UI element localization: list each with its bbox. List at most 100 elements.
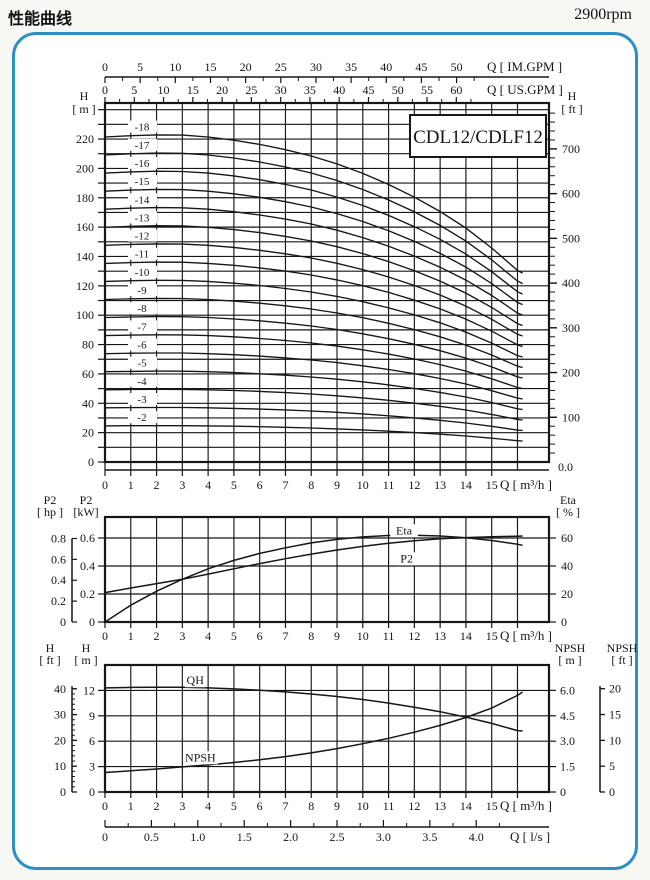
power-x-tick-label: 9: [334, 629, 340, 643]
stage-label: -12: [135, 231, 150, 243]
npsh-curve: [104, 691, 524, 774]
curve-label-qh: QH: [187, 673, 205, 687]
p2-kw-tick-label: 0.4: [80, 559, 95, 573]
curve-label-p2: P2: [400, 551, 413, 565]
curve-label-eta-bg: [390, 524, 418, 538]
im-axis-label: Q [ IM.GPM ]: [487, 59, 562, 74]
qh-x-tick-label: 8: [308, 799, 314, 813]
h-ft2-tick-label: 10: [54, 759, 66, 773]
us-tick-label: 30: [275, 83, 287, 97]
im-tick-label: 40: [380, 60, 392, 74]
stage-label: -16: [135, 158, 150, 170]
qh-x-tick-label: 1: [128, 799, 134, 813]
npsh-ft-tick-label: 10: [609, 733, 621, 747]
us-tick-label: 55: [421, 83, 433, 97]
h-m-tick-label: 140: [76, 249, 94, 263]
qh-x-tick-label: 6: [257, 799, 263, 813]
curve-label-npsh: NPSH: [185, 750, 216, 764]
stage-label-bg: [128, 320, 157, 333]
head-x-tick-label: 10: [357, 478, 369, 492]
p2-hp-tick-label: 0.6: [51, 552, 66, 566]
ls-tick-label: 3.0: [376, 830, 391, 844]
p2-curve: [104, 535, 523, 594]
us-tick-label: 50: [392, 83, 404, 97]
h-m2-tick-label: 0: [89, 785, 95, 799]
im-tick-label: 25: [275, 60, 287, 74]
power-x-tick-label: 15: [486, 629, 498, 643]
npsh-m-tick-label: 1.5: [560, 760, 575, 774]
chart-panel: [12, 32, 638, 870]
head-x-tick-label: 6: [257, 478, 263, 492]
head-x-tick-label: 9: [334, 478, 340, 492]
power-x-tick-label: 11: [383, 629, 395, 643]
stage-label-bg: [128, 265, 157, 278]
h-ft2-axis-header: H: [46, 641, 55, 655]
npsh-ft-axis-header: [ ft ]: [611, 653, 632, 667]
power-x-tick-label: 7: [282, 629, 288, 643]
curve-label-qh-bg: [185, 674, 206, 688]
qh-x-tick-label: 13: [434, 799, 446, 813]
p2-kw-axis-header: P2: [80, 493, 93, 507]
im-tick-label: 20: [240, 60, 252, 74]
power-x-tick-label: 10: [357, 629, 369, 643]
head-curve-10: [104, 279, 523, 358]
h-ft2-tick-label: 30: [54, 708, 66, 722]
npsh-ft-tick-label: 20: [609, 682, 621, 696]
qh-chart-frame: [103, 663, 551, 794]
stage-label-bg: [128, 120, 157, 133]
curve-label-npsh-bg: [182, 751, 218, 765]
head-curve-12: [104, 243, 523, 337]
head-x-tick-label: 11: [383, 478, 395, 492]
ls-tick-label: 3.5: [422, 830, 437, 844]
stage-label-bg: [128, 211, 157, 224]
h-ft-tick-label: 300: [562, 321, 580, 335]
eta-axis-header: [ % ]: [556, 505, 580, 519]
ls-tick-label: 0.5: [144, 830, 159, 844]
h-m-axis-header: [ m ]: [72, 102, 95, 116]
im-tick-label: 10: [169, 60, 181, 74]
qh-x-tick-label: 14: [460, 799, 472, 813]
model-box: [409, 114, 547, 158]
stage-label: -6: [137, 340, 147, 352]
ls-axis-label: Q [ l/s ]: [510, 829, 550, 844]
eta-curve: [104, 534, 523, 623]
p2-hp-axis-header: [ hp ]: [37, 505, 63, 519]
h-ft-tick-label: 200: [562, 366, 580, 380]
power-x-tick-label: 4: [205, 629, 211, 643]
stage-label: -4: [137, 376, 147, 388]
qh-x-tick-label: 5: [231, 799, 237, 813]
power-x-tick-label: 2: [154, 629, 160, 643]
p2-kw-tick-label: 0: [89, 615, 95, 629]
us-tick-label: 60: [450, 83, 462, 97]
head-x-axis-label: Q [ m³/h ]: [500, 477, 552, 492]
stage-label: -7: [137, 321, 147, 333]
eta-tick-label: 0: [561, 615, 567, 629]
h-ft-tick-label: 500: [562, 231, 580, 245]
h-ft2-tick-label: 40: [54, 682, 66, 696]
h-ft-axis-header: [ ft ]: [561, 102, 582, 116]
h-m-tick-label: 20: [82, 426, 94, 440]
h-m-tick-label: 200: [76, 161, 94, 175]
head-x-tick-label: 1: [128, 478, 134, 492]
stage-label-bg: [128, 229, 157, 242]
h-m-tick-label: 180: [76, 191, 94, 205]
p2-hp-tick-label: 0.4: [51, 573, 66, 587]
head-x-tick-label: 13: [434, 478, 446, 492]
power-x-tick-label: 13: [434, 629, 446, 643]
ls-tick-label: 2.5: [330, 830, 345, 844]
head-curve-3: [104, 406, 523, 432]
im-tick-label: 35: [345, 60, 357, 74]
qh-x-tick-label: 2: [154, 799, 160, 813]
p2-kw-tick-label: 0.6: [80, 531, 95, 545]
qh-x-tick-label: 10: [357, 799, 369, 813]
head-curve-13: [104, 225, 523, 327]
h-ft-tick-label: 600: [562, 187, 580, 201]
stage-label: -9: [137, 285, 147, 297]
head-curve-17: [104, 152, 523, 285]
p2-hp-tick-label: 0: [60, 615, 66, 629]
h-m2-tick-label: 6: [89, 734, 95, 748]
power-x-tick-label: 12: [408, 629, 420, 643]
p2-hp-axis-header: P2: [44, 493, 57, 507]
